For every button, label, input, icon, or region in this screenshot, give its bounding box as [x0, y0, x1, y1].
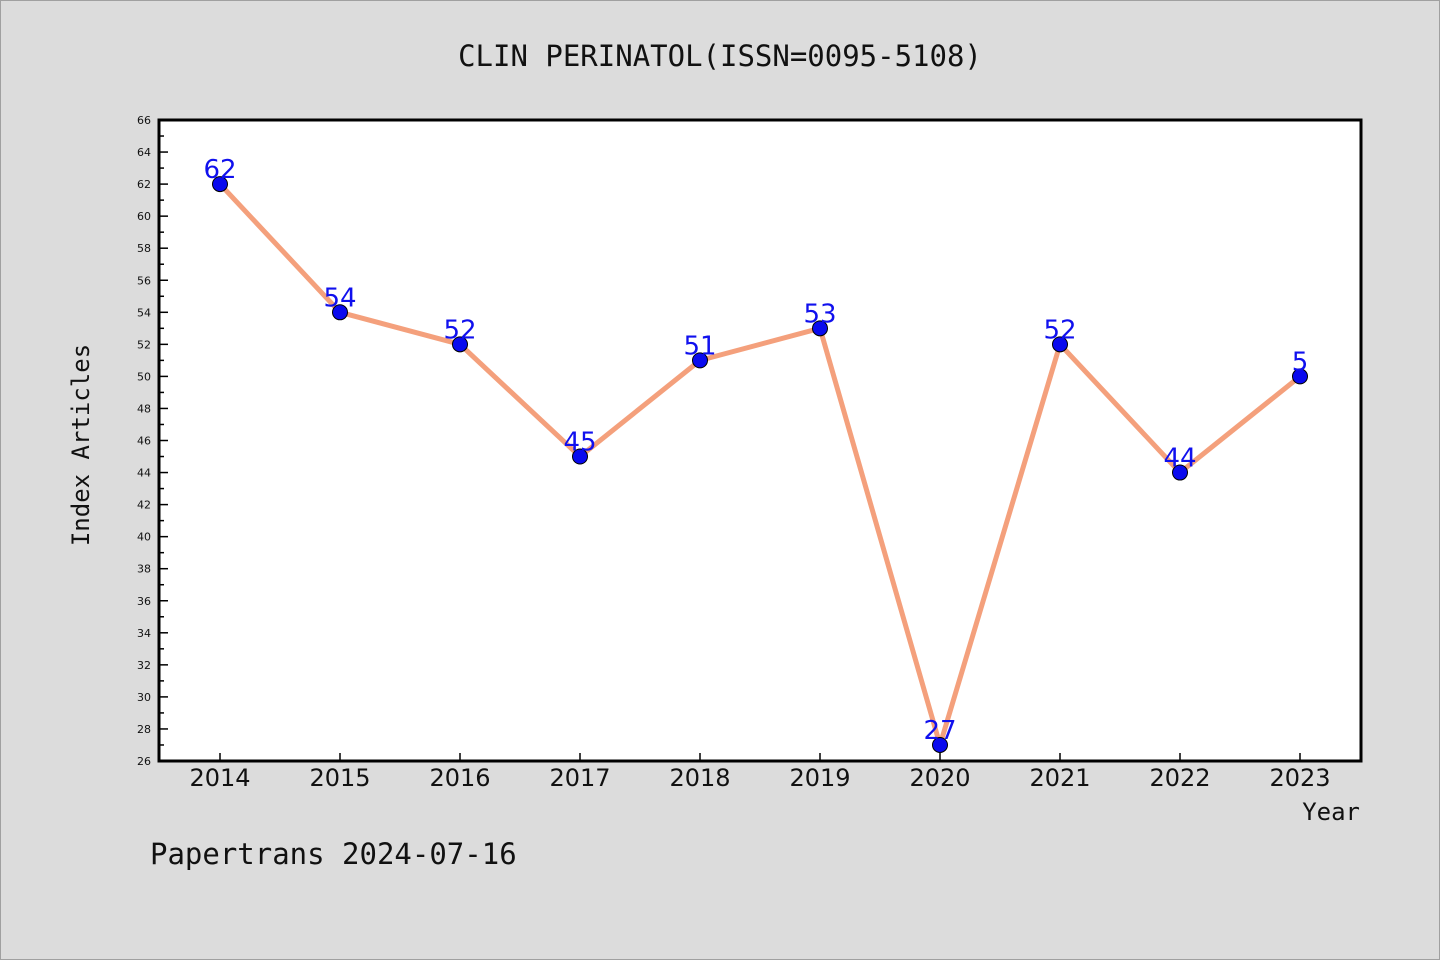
y-tick-label: 32	[137, 659, 151, 672]
chart-title: CLIN PERINATOL(ISSN=0095-5108)	[458, 39, 982, 73]
y-tick-label: 64	[137, 146, 151, 159]
footer-text: Papertrans 2024-07-16	[150, 837, 517, 871]
y-tick-label: 40	[137, 531, 151, 544]
data-point	[452, 336, 468, 353]
x-tick-label: 2015	[309, 764, 370, 792]
y-tick-label: 28	[137, 723, 151, 736]
data-point	[1172, 464, 1188, 481]
y-tick-label: 30	[137, 691, 151, 704]
y-tick-label: 26	[137, 755, 151, 768]
data-label: 5	[1292, 347, 1309, 377]
y-tick-label: 58	[137, 242, 151, 255]
data-point	[332, 304, 348, 321]
y-tick-label: 66	[137, 114, 151, 127]
data-point	[692, 352, 708, 369]
y-tick-label: 38	[137, 563, 151, 576]
x-axis-ticks: 2014 2015 2016 2017 2018 2019 2020 2021 2022 2023	[189, 753, 1331, 792]
y-tick-label: 60	[137, 210, 151, 223]
data-point	[1292, 368, 1308, 385]
y-axis-ticks: 26 28 30 32 34 36 38 40 42 44 46 48 50 52 54 56 58 60 62 64…	[137, 114, 168, 768]
x-tick-label: 2018	[669, 764, 730, 792]
series-line-group	[212, 176, 1308, 753]
data-labels-group: 62 54 52 45 51 53 27 52 44 5	[203, 155, 1308, 746]
x-tick-label: 2022	[1149, 764, 1210, 792]
data-label: 44	[1163, 444, 1196, 474]
data-label: 27	[923, 716, 956, 746]
y-tick-label: 54	[137, 306, 151, 319]
data-label: 53	[803, 299, 836, 329]
y-tick-label: 46	[137, 435, 151, 448]
y-tick-label: 48	[137, 402, 151, 415]
plot-area	[157, 118, 1363, 763]
x-tick-label: 2023	[1269, 764, 1330, 792]
y-axis-label: Index Articles	[67, 344, 95, 546]
y-tick-label: 50	[137, 370, 151, 383]
x-axis-label: Year	[1302, 798, 1360, 826]
x-tick-label: 2017	[549, 764, 610, 792]
data-point	[1052, 336, 1068, 353]
data-label: 54	[323, 283, 356, 313]
data-label: 51	[683, 331, 716, 361]
x-tick-label: 2021	[1029, 764, 1090, 792]
x-tick-label: 2014	[189, 764, 250, 792]
x-tick-label: 2019	[789, 764, 850, 792]
data-point	[572, 448, 588, 465]
data-point	[212, 176, 228, 193]
y-tick-label: 52	[137, 338, 151, 351]
data-label: 52	[443, 315, 476, 345]
y-tick-label: 44	[137, 467, 151, 480]
y-tick-label: 34	[137, 627, 151, 640]
x-tick-label: 2020	[909, 764, 970, 792]
data-label: 62	[203, 155, 236, 185]
x-tick-label: 2016	[429, 764, 490, 792]
data-label: 52	[1043, 315, 1076, 345]
series-line	[218, 182, 1302, 748]
data-point	[932, 736, 948, 753]
y-tick-label: 56	[137, 274, 151, 287]
y-tick-label: 36	[137, 595, 151, 608]
y-tick-label: 42	[137, 499, 151, 512]
data-label: 45	[563, 428, 596, 458]
data-point	[812, 320, 828, 337]
y-tick-label: 62	[137, 178, 151, 191]
